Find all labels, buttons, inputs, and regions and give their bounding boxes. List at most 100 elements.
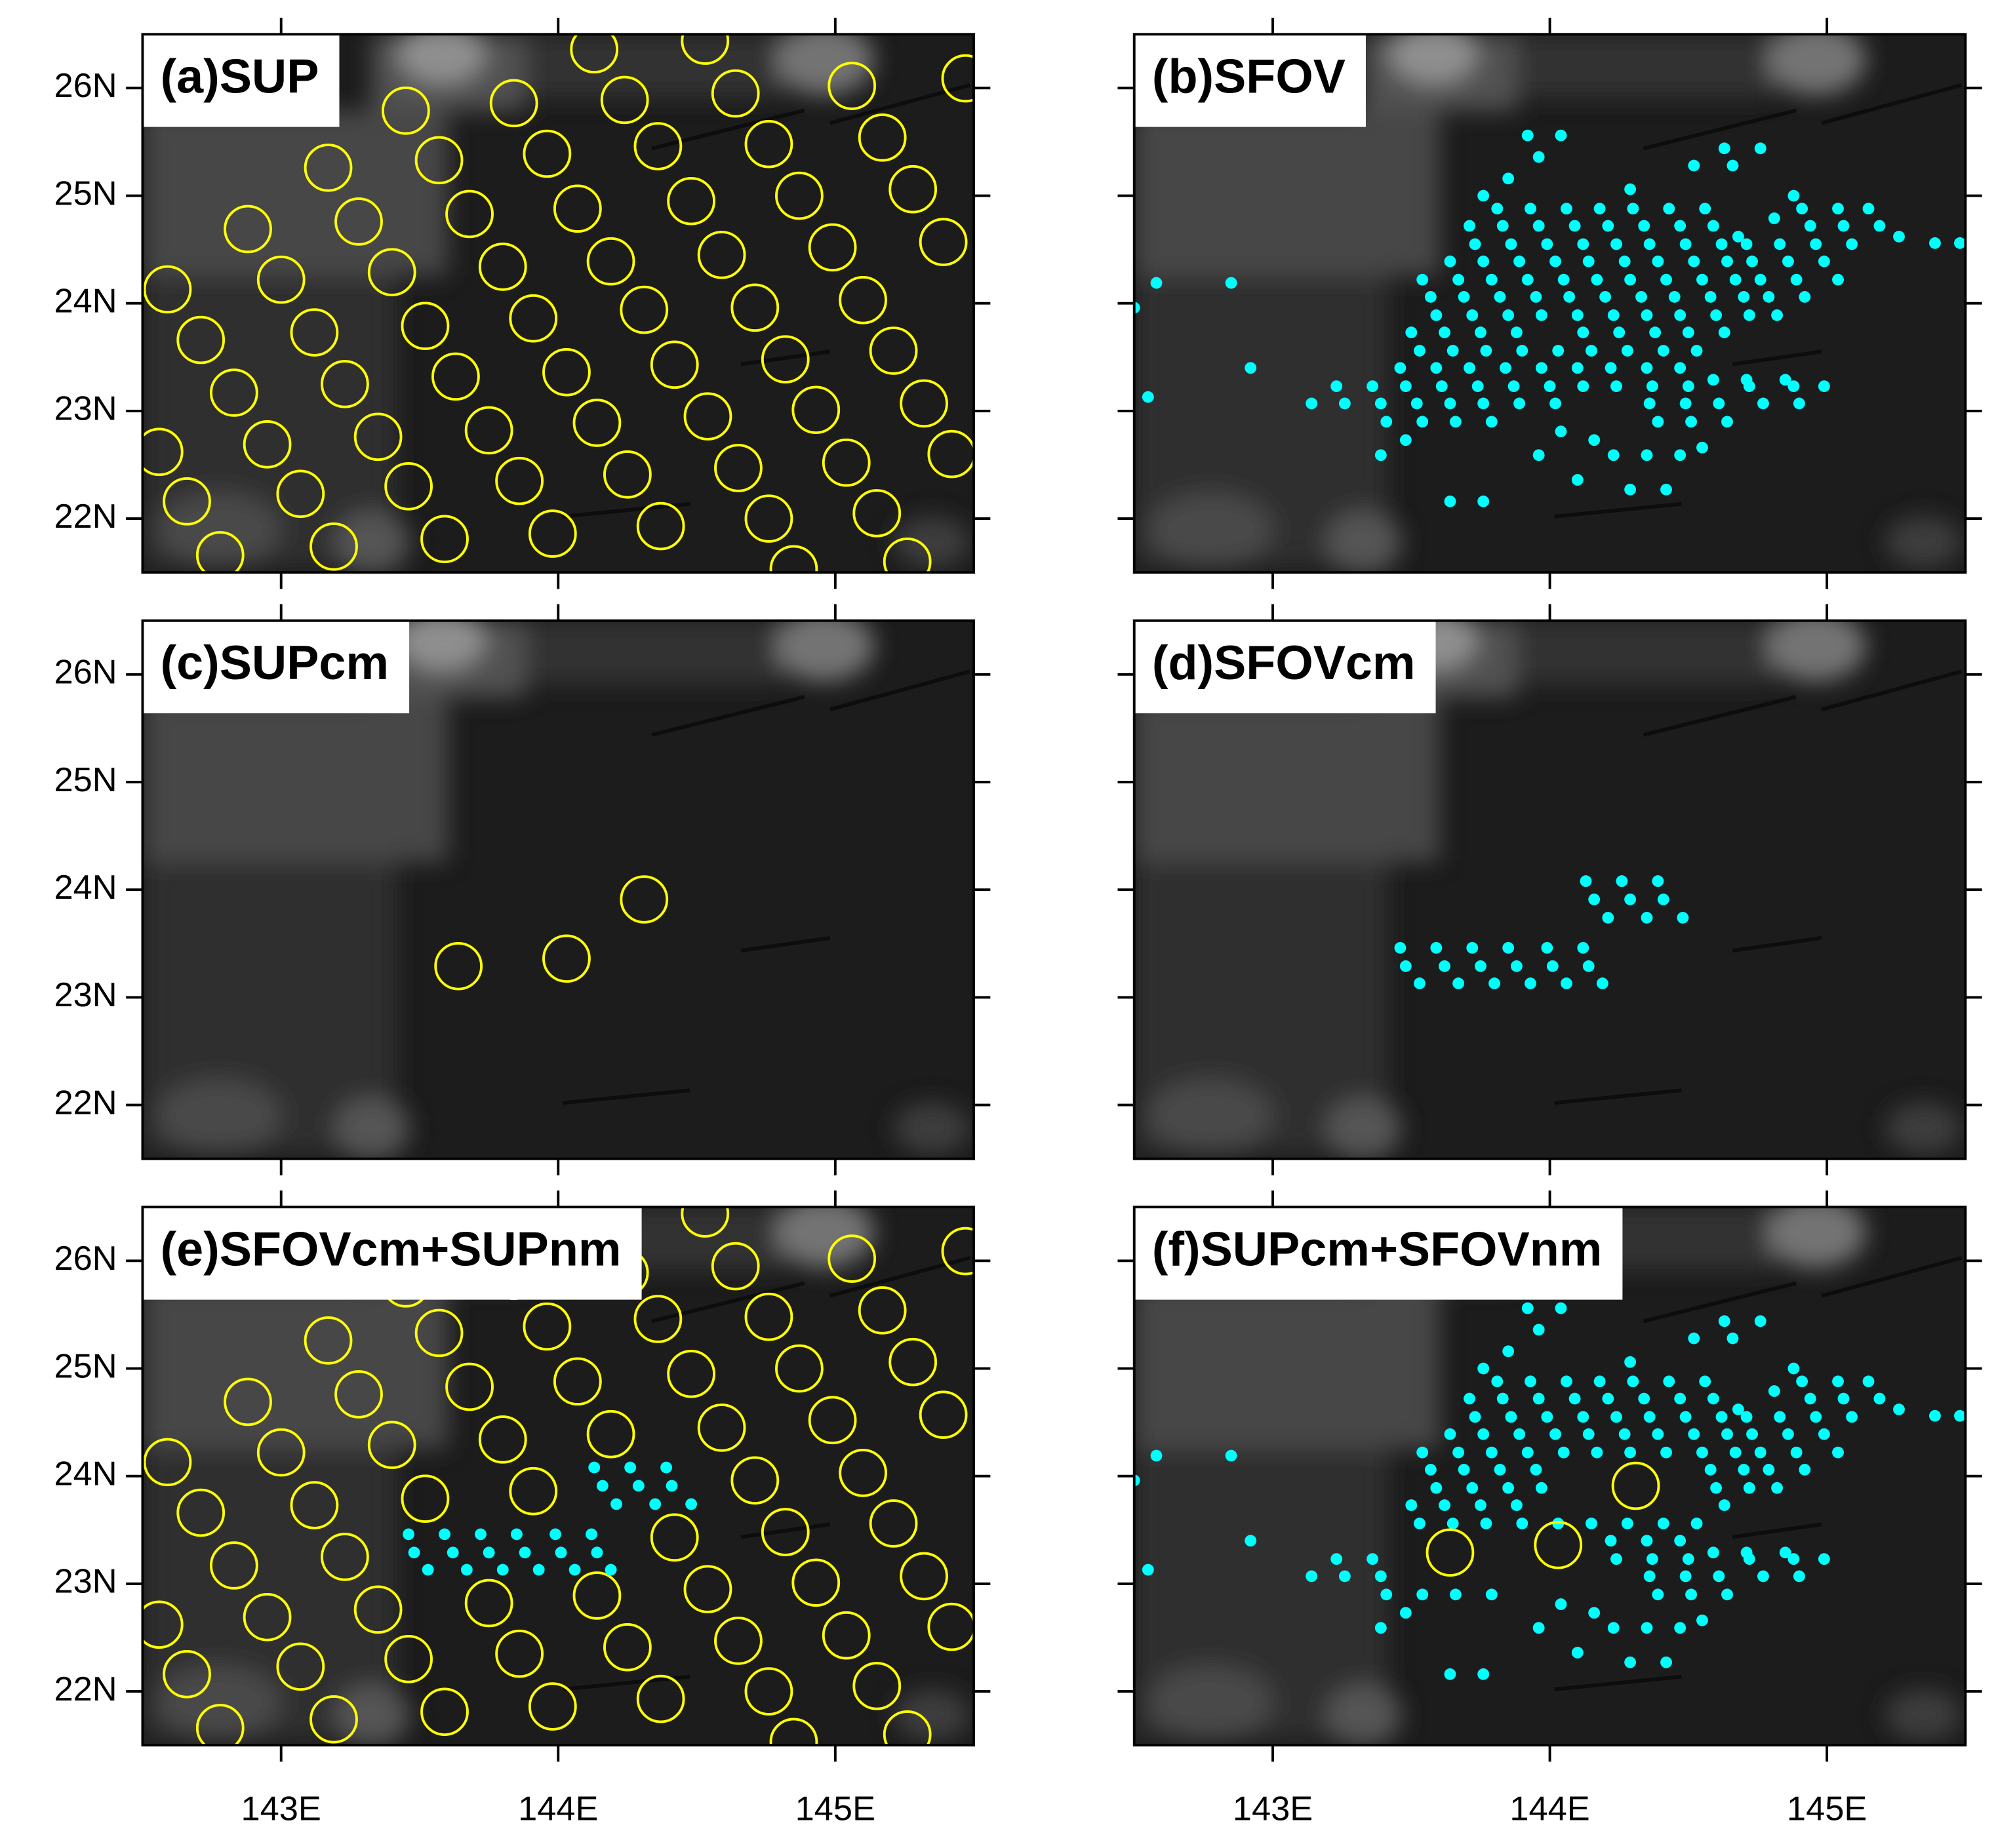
x-tick-label: 143E xyxy=(241,1790,321,1828)
sfov-pixel xyxy=(1541,941,1553,954)
sfov-pixel xyxy=(1605,1535,1617,1547)
sfov-pixel xyxy=(1707,374,1719,386)
sfov-pixel xyxy=(1394,362,1407,374)
y-tick-label: 22N xyxy=(54,1084,117,1122)
sfov-pixel xyxy=(1557,1446,1570,1459)
sfov-pixel xyxy=(1837,220,1850,232)
sfov-pixel xyxy=(1832,1446,1844,1459)
panel-title: (d)SFOVcm xyxy=(1152,635,1416,690)
map-area: (c)SUPcm xyxy=(142,608,974,1160)
sup-footprint xyxy=(489,79,538,128)
sfov-pixel xyxy=(1790,273,1803,286)
sfov-pixel xyxy=(532,1563,545,1576)
sfov-pixel xyxy=(1416,1446,1429,1459)
sfov-pixel xyxy=(1571,309,1584,321)
sfov-pixel xyxy=(1563,290,1576,303)
sfov-pixel xyxy=(1690,345,1703,357)
sup-footprint xyxy=(209,1541,258,1590)
sup-footprint xyxy=(941,1227,974,1276)
sup-footprint xyxy=(586,1409,635,1459)
sfov-pixel xyxy=(1541,1411,1553,1423)
sfov-pixel xyxy=(1510,1499,1523,1511)
sfov-pixel xyxy=(591,1546,603,1559)
sfov-pixel xyxy=(1485,273,1498,286)
sfov-pixel xyxy=(1502,309,1515,321)
sup-footprint xyxy=(553,1357,602,1406)
sup-footprint xyxy=(1534,1521,1583,1569)
sfov-pixel xyxy=(1560,203,1572,215)
sfov-pixel xyxy=(1416,1588,1429,1601)
title-box xyxy=(142,620,410,714)
sup-footprint xyxy=(276,1642,325,1691)
sup-footprint xyxy=(808,1396,857,1445)
sup-footprint xyxy=(381,87,430,135)
sfov-pixel xyxy=(1928,1409,1941,1422)
sfov-pixel xyxy=(1577,380,1589,393)
sfov-pixel xyxy=(1810,1411,1822,1423)
sup-footprint xyxy=(509,1466,558,1516)
sfov-pixel xyxy=(1535,362,1547,374)
sup-footprint xyxy=(900,1552,948,1601)
sfov-pixel xyxy=(1754,142,1766,155)
sup-footprint xyxy=(828,1234,877,1283)
sup-footprint xyxy=(256,255,306,304)
sfov-pixel xyxy=(1491,1375,1504,1388)
sfov-pixel xyxy=(1464,1392,1475,1405)
sfov-pixel xyxy=(1954,1409,1966,1422)
sup-footprint xyxy=(445,1362,494,1411)
sfov-pixel xyxy=(1521,1302,1534,1314)
sfov-pixel xyxy=(1586,1518,1597,1529)
sfov-pixel xyxy=(1704,290,1717,303)
sfov-pixel xyxy=(1771,1482,1783,1494)
sfov-pixel xyxy=(1469,1411,1481,1423)
sfov-pixel xyxy=(1399,434,1412,446)
sfov-pixel xyxy=(1557,273,1570,286)
sfov-pixel xyxy=(1525,1375,1536,1388)
sup-footprint xyxy=(1426,1528,1475,1577)
sup-footprint xyxy=(304,1316,353,1365)
sfov-pixel xyxy=(1330,380,1343,393)
sup-footprint xyxy=(730,1456,780,1505)
sfov-pixel xyxy=(1674,220,1687,232)
sfov-pixel xyxy=(1494,290,1506,303)
sfov-pixel xyxy=(1505,1411,1517,1423)
sfov-pixel xyxy=(1738,290,1750,303)
sfov-pixel xyxy=(1688,255,1700,267)
sfov-pixel xyxy=(1793,1570,1805,1583)
sfov-pixel xyxy=(1496,220,1509,232)
sup-footprint xyxy=(142,1600,184,1649)
sup-footprint xyxy=(927,429,974,479)
map-area: (b)SFOV xyxy=(1134,22,1966,574)
sfov-pixel xyxy=(1846,1411,1858,1423)
sfov-pixel xyxy=(1688,1332,1700,1345)
sfov-pixel xyxy=(1652,875,1664,887)
sfov-pixel xyxy=(1679,238,1692,250)
sup-footprint xyxy=(730,283,780,332)
sup-footprint xyxy=(542,348,591,397)
sfov-pixel xyxy=(1718,326,1730,338)
sfov-pixel xyxy=(1330,1553,1343,1565)
sfov-pixel xyxy=(1696,273,1708,286)
sup-footprint xyxy=(523,1302,572,1351)
sup-footprint xyxy=(667,1349,715,1398)
sup-footprint xyxy=(633,122,683,170)
sfov-pixel xyxy=(1721,1588,1733,1601)
sup-footprint xyxy=(321,1533,369,1581)
sfov-pixel xyxy=(1893,231,1905,243)
sfov-pixel xyxy=(1713,1570,1725,1583)
sfov-pixel xyxy=(1757,1570,1769,1583)
map-panel: (c)SUPcm 22N 23N 24N 25N 26N xyxy=(54,604,991,1175)
sup-footprint xyxy=(224,1377,272,1426)
sfov-pixel xyxy=(1643,1570,1656,1583)
sfov-pixel xyxy=(1607,449,1620,462)
sfov-pixel xyxy=(1657,1518,1669,1529)
sfov-pixel xyxy=(1743,380,1755,393)
sfov-pixel xyxy=(1394,941,1407,954)
sfov-pixel xyxy=(1624,273,1637,286)
sfov-pixel xyxy=(1668,290,1681,303)
sup-footprint xyxy=(822,1611,871,1660)
sfov-pixel xyxy=(1560,1375,1572,1388)
sup-footprint xyxy=(744,1292,793,1341)
sfov-pixel xyxy=(1577,941,1589,954)
sfov-pixel xyxy=(1430,941,1443,954)
